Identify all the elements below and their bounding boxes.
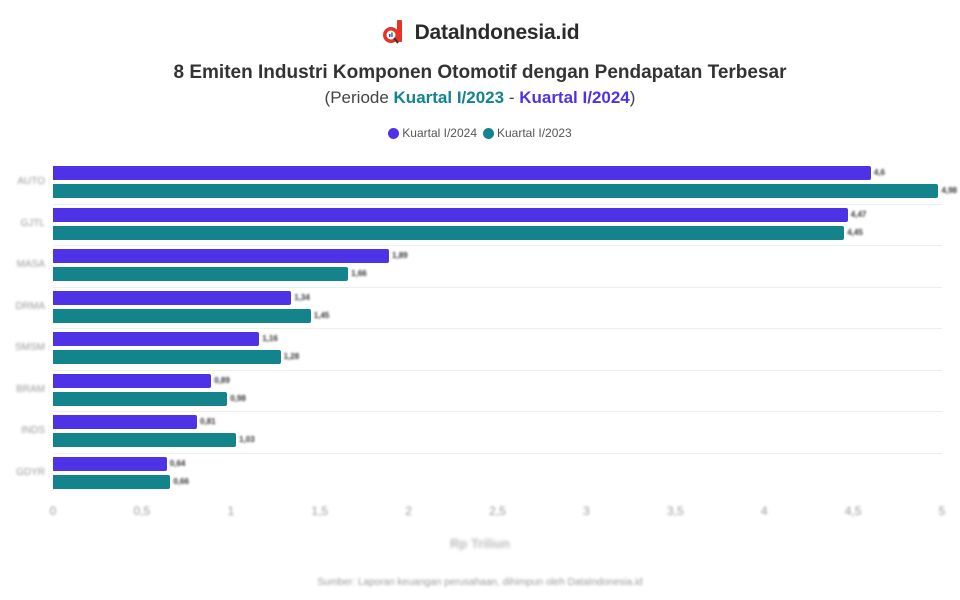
bar-gdyr-2023[interactable] [53, 474, 171, 489]
value-label: 1,89 [392, 251, 408, 260]
category-label: GDYR [16, 466, 45, 478]
bar-auto-2023[interactable] [53, 184, 939, 198]
bar-bram-2023[interactable] [53, 391, 228, 406]
legend-item-2023[interactable]: Kuartal I/2023 [483, 126, 572, 140]
bar-inds-2023[interactable] [53, 433, 237, 447]
legend-dot-icon [483, 127, 494, 139]
chart-legend: Kuartal I/2024 Kuartal I/2023 [0, 126, 960, 140]
brand-header: DataIndonesia.id [0, 20, 960, 46]
bar-gjtl-2023[interactable] [53, 225, 845, 240]
bar-smsm-2023[interactable] [53, 350, 281, 364]
category-label: BRAM [16, 383, 45, 395]
value-label: 0,64 [169, 458, 186, 468]
x-tick-label: 1,5 [311, 504, 329, 518]
bar-auto-2024[interactable] [53, 166, 871, 180]
brand-name: DataIndonesia.id [414, 21, 580, 44]
x-tick-label: 4,5 [844, 504, 862, 518]
bar-masa-2024[interactable] [53, 249, 390, 263]
chart-title: 8 Emiten Industri Komponen Otomotif deng… [173, 62, 787, 83]
bar-inds-2024[interactable] [53, 415, 198, 429]
legend-dot-icon [388, 127, 400, 139]
value-label: 0,81 [200, 417, 216, 426]
x-axis-label: Rp Triliun [450, 536, 510, 551]
x-tick-label: 3,5 [666, 504, 684, 518]
x-tick-label: 0,5 [133, 504, 151, 518]
gridline [53, 203, 942, 205]
legend-item-2024[interactable]: Kuartal I/2024 [388, 126, 477, 140]
x-tick-label: 0 [49, 504, 57, 518]
bar-gdyr-2024[interactable] [53, 456, 167, 471]
x-tick-label: 2,5 [489, 504, 506, 518]
gridline [53, 411, 942, 412]
value-label: 1,34 [294, 292, 310, 302]
value-label: 1,28 [283, 352, 300, 361]
bar-masa-2023[interactable] [53, 267, 349, 281]
value-label: 0,98 [230, 393, 246, 403]
bar-smsm-2024[interactable] [53, 332, 260, 346]
x-tick-label: 2 [405, 504, 412, 518]
value-label: 4,47 [850, 209, 867, 219]
chart-subtitle: (Periode Kuartal I/2023 - Kuartal I/2024… [0, 88, 960, 108]
legend-label: Kuartal I/2023 [497, 126, 572, 140]
value-label: 1,16 [262, 334, 278, 343]
bar-drma-2023[interactable] [53, 308, 311, 323]
plot-area: AUTO 4,6 4,98 GJTL 4,47 4,45 MASA 1,89 1,66 DRMA 1… [15, 160, 957, 496]
gridline [53, 328, 942, 329]
category-label: INDS [21, 425, 45, 436]
category-label: DRMA [15, 300, 45, 312]
source-note: Sumber: Laporan keuangan perusahaan, dih… [317, 577, 643, 588]
category-label: AUTO [17, 176, 45, 187]
x-tick-label: 4 [760, 504, 768, 518]
subtitle-period-to: Kuartal I/2024 [519, 88, 630, 107]
subtitle-prefix: (Periode [324, 88, 394, 107]
gridline [53, 369, 942, 371]
x-tick-label: 1 [227, 504, 235, 518]
x-tick-label: 3 [583, 504, 590, 518]
category-label: GJTL [20, 217, 45, 229]
subtitle-suffix: ) [629, 88, 636, 107]
value-label: 0,89 [214, 375, 230, 385]
value-label: 4,45 [847, 227, 863, 237]
category-label: MASA [16, 259, 45, 270]
value-label: 1,03 [239, 435, 255, 444]
value-label: 0,66 [173, 476, 189, 486]
category-label: SMSM [15, 342, 45, 353]
bar-bram-2024[interactable] [53, 373, 212, 388]
subtitle-separator: - [504, 88, 520, 107]
dataindonesia-logo-icon [381, 20, 405, 46]
gridline [53, 286, 942, 288]
subtitle-period-from: Kuartal I/2023 [393, 88, 505, 107]
bar-gjtl-2024[interactable] [53, 207, 848, 222]
gridline [53, 452, 942, 454]
value-label: 4,98 [941, 186, 958, 195]
legend-label: Kuartal I/2024 [402, 126, 477, 140]
value-label: 1,45 [313, 310, 330, 320]
gridline [53, 245, 942, 246]
value-label: 1,66 [351, 269, 367, 278]
bar-drma-2024[interactable] [53, 290, 292, 305]
x-tick-label: 5 [938, 504, 946, 518]
value-label: 4,6 [873, 168, 885, 177]
